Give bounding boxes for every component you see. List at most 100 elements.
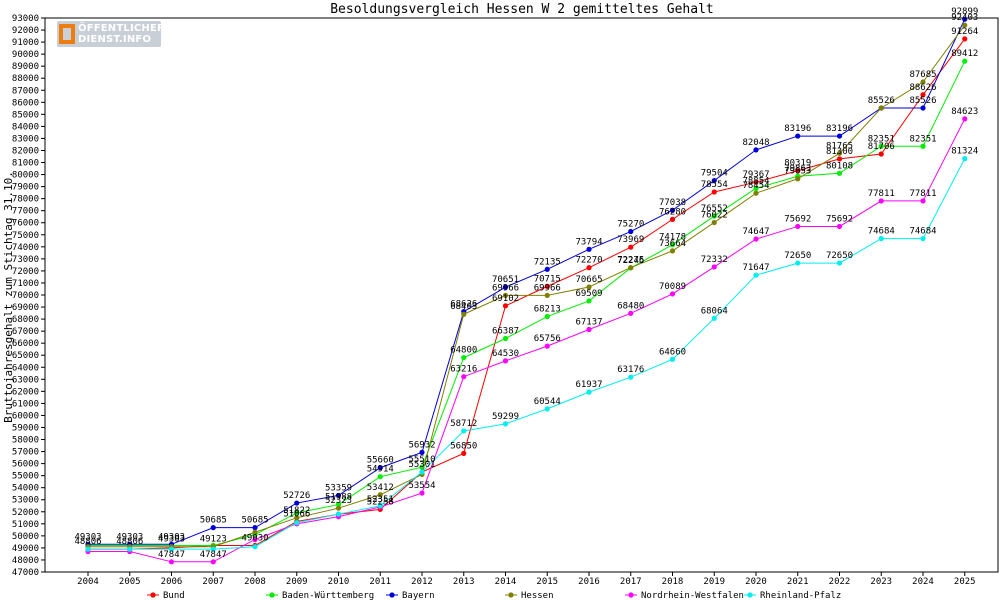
data-label: 49303 <box>158 532 185 542</box>
data-label: 49030 <box>241 534 268 544</box>
data-point <box>753 147 759 153</box>
data-point <box>586 246 592 252</box>
data-label: 67137 <box>575 317 602 327</box>
data-label: 75692 <box>826 214 853 224</box>
data-point <box>711 189 717 195</box>
data-label: 81324 <box>951 147 978 157</box>
x-tick-label: 2020 <box>745 577 767 587</box>
data-point <box>836 150 843 156</box>
data-label: 51822 <box>283 506 310 516</box>
data-label: 71647 <box>742 263 769 273</box>
data-point <box>878 151 884 157</box>
data-point <box>878 198 884 204</box>
legend-item: Rheinland-Pfalz <box>744 591 841 600</box>
legend-label: Bund <box>163 591 185 600</box>
y-tick-label: 63000 <box>12 375 39 385</box>
data-label: 87685 <box>909 70 936 80</box>
y-tick-label: 60000 <box>12 411 39 421</box>
data-point <box>502 303 509 309</box>
series-3 <box>85 22 968 550</box>
data-point <box>335 492 342 499</box>
data-point <box>586 298 592 304</box>
data-label: 78854 <box>742 176 769 186</box>
y-tick-label: 50000 <box>12 532 39 542</box>
data-point <box>335 505 342 511</box>
data-point <box>920 143 926 149</box>
legend-label: Rheinland-Pfalz <box>760 591 841 600</box>
data-label: 49303 <box>116 532 143 542</box>
y-tick-label: 65000 <box>12 351 39 361</box>
data-point <box>795 176 801 182</box>
x-axis: 2004 2005 2006 2007 2008 2009 2010 2011 2012 2013… <box>77 572 976 587</box>
data-point <box>502 284 509 290</box>
data-label: 56850 <box>450 441 477 451</box>
logo-mark-icon <box>59 24 75 44</box>
data-point <box>377 474 383 480</box>
data-point <box>962 16 968 22</box>
data-point <box>461 450 467 456</box>
data-label: 60544 <box>534 397 561 407</box>
data-point <box>544 292 550 299</box>
data-label: 81300 <box>826 147 853 157</box>
data-point <box>836 260 843 266</box>
y-tick-label: 53000 <box>12 496 39 506</box>
data-label: 51988 <box>325 493 352 503</box>
legend-label: Bayern <box>402 591 435 600</box>
data-point <box>878 143 884 149</box>
data-point <box>419 449 425 455</box>
data-point <box>335 501 342 508</box>
data-label: 76552 <box>701 204 728 214</box>
data-point <box>461 311 467 317</box>
x-tick-label: 2005 <box>119 577 141 587</box>
data-label: 66387 <box>492 327 519 337</box>
data-point <box>210 546 216 552</box>
y-axis-label: Bruttojahresgehalt zum Stichtag 31.10. <box>2 171 15 423</box>
data-label: 72650 <box>826 251 853 261</box>
y-tick-label: 81000 <box>12 159 39 169</box>
data-point <box>795 133 801 139</box>
x-tick-label: 2007 <box>202 577 224 587</box>
x-tick-label: 2013 <box>453 577 475 587</box>
data-point <box>544 266 550 272</box>
data-label: 89412 <box>951 49 978 59</box>
data-label: 72650 <box>784 251 811 261</box>
data-label: 70089 <box>659 282 686 292</box>
data-label: 79653 <box>784 167 811 177</box>
data-point <box>795 168 801 174</box>
data-label: 72275 <box>617 256 644 266</box>
y-tick-label: 73000 <box>12 255 39 265</box>
data-point <box>586 326 592 333</box>
data-point <box>544 406 550 412</box>
data-label: 70715 <box>534 274 561 284</box>
y-tick-label: 82000 <box>12 146 39 156</box>
y-tick-label: 62000 <box>12 387 39 397</box>
legend-marker <box>150 592 156 598</box>
data-point <box>544 313 550 320</box>
series-line <box>88 118 966 563</box>
series-layer <box>85 16 968 565</box>
y-tick-label: 93000 <box>12 14 39 24</box>
data-point <box>795 260 801 266</box>
y-tick-label: 57000 <box>12 448 39 458</box>
legend-item: Nordrhein-Westfalen <box>625 591 744 600</box>
data-label: 73794 <box>575 237 602 247</box>
data-label: 81706 <box>868 142 895 152</box>
data-label: 58712 <box>450 419 477 429</box>
data-point <box>836 223 843 230</box>
data-point <box>586 284 592 290</box>
data-point <box>836 170 843 176</box>
data-label: 65756 <box>534 334 561 344</box>
data-point <box>127 546 133 552</box>
data-point <box>711 315 717 321</box>
data-point <box>168 546 175 552</box>
data-label: 79504 <box>701 169 728 179</box>
data-point <box>711 177 717 184</box>
data-label: 70651 <box>492 275 519 285</box>
data-point <box>836 133 843 139</box>
data-label: 49303 <box>74 532 101 542</box>
logo: ÖFFENTLICHER DIENST.INFO <box>57 21 165 47</box>
y-tick-label: 88000 <box>12 74 39 84</box>
data-point <box>669 248 676 254</box>
data-label: 80108 <box>826 161 853 171</box>
data-point <box>920 105 926 111</box>
